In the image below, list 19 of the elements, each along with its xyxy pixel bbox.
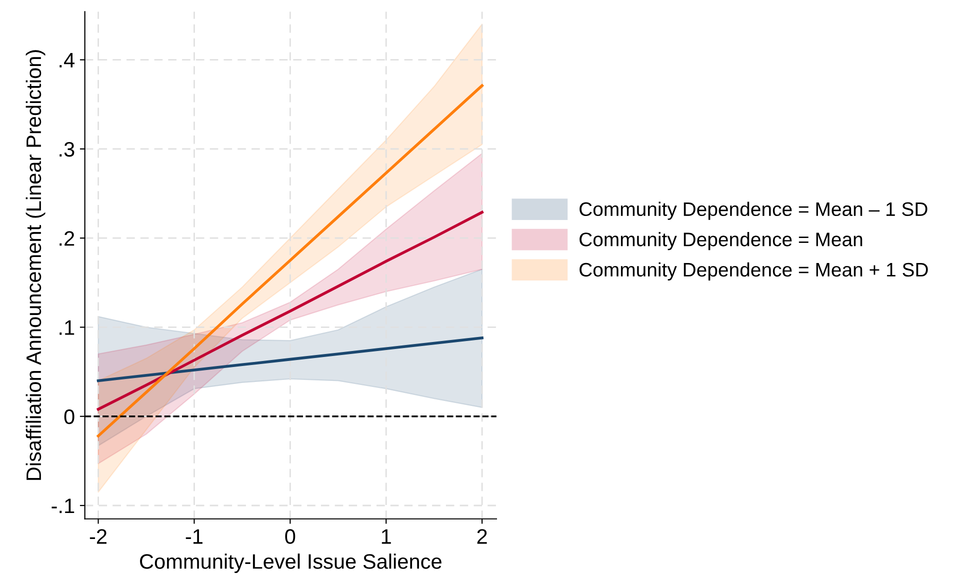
x-tick-label: 0	[285, 529, 296, 544]
x-tick-label: 1	[382, 529, 391, 544]
y-tick-label: .3	[60, 142, 74, 157]
line-series	[96, 336, 484, 382]
y-tick-label: .4	[60, 53, 74, 68]
legend-label: Community Dependence = Mean + 1 SD	[580, 262, 928, 280]
y-tick-label: .2	[60, 231, 74, 246]
line-series	[96, 210, 484, 411]
y-tick-label: -.1	[52, 498, 74, 514]
x-tick-label: -1	[186, 529, 202, 544]
y-tick-label: .1	[60, 320, 74, 335]
line-series	[96, 84, 484, 438]
x-tick-label: -2	[90, 529, 106, 544]
y-axis-title: Disaffiliation Announcement (Linear Prediction)	[26, 50, 46, 480]
y-tick-label: 0	[64, 409, 74, 424]
legend-label: Community Dependence = Mean – 1 SD	[580, 202, 928, 220]
legend-label: Community Dependence = Mean	[580, 232, 862, 250]
x-axis-title: Community-Level Issue Salience	[140, 554, 442, 573]
x-tick-label: 2	[477, 529, 487, 544]
